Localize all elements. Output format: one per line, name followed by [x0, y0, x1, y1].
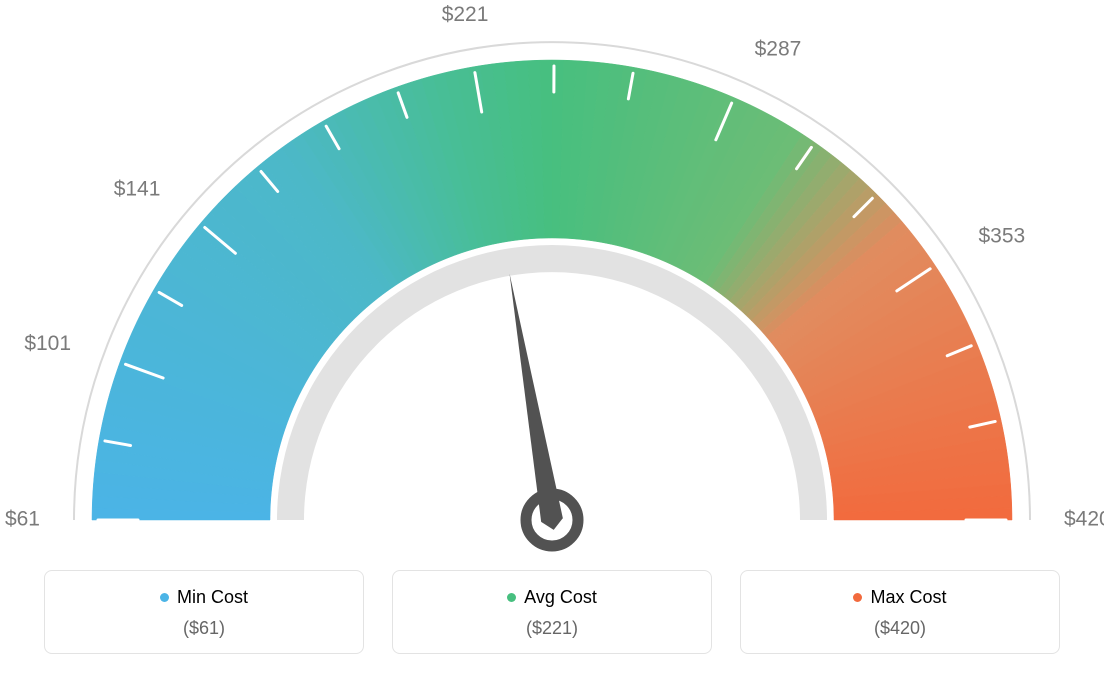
legend-label-max: Max Cost [870, 587, 946, 608]
tick-label: $101 [24, 332, 71, 355]
legend-title-min: Min Cost [160, 587, 248, 608]
legend-label-avg: Avg Cost [524, 587, 597, 608]
legend-dot-avg [507, 593, 516, 602]
legend-card-avg: Avg Cost ($221) [392, 570, 712, 654]
tick-label: $221 [442, 3, 489, 26]
gauge-arc [92, 60, 1012, 520]
legend-value-min: ($61) [45, 618, 363, 639]
legend-label-min: Min Cost [177, 587, 248, 608]
legend-row: Min Cost ($61) Avg Cost ($221) Max Cost … [0, 570, 1104, 654]
legend-card-min: Min Cost ($61) [44, 570, 364, 654]
gauge-chart: $61 $101 $141 $221 $287 $353 $420 [0, 0, 1104, 560]
legend-dot-max [853, 593, 862, 602]
legend-value-avg: ($221) [393, 618, 711, 639]
legend-title-avg: Avg Cost [507, 587, 597, 608]
legend-value-max: ($420) [741, 618, 1059, 639]
tick-label: $287 [755, 37, 802, 60]
tick-label: $141 [114, 178, 161, 201]
tick-label: $61 [5, 508, 40, 531]
gauge-container: $61 $101 $141 $221 $287 $353 $420 [0, 0, 1104, 560]
legend-card-max: Max Cost ($420) [740, 570, 1060, 654]
tick-label: $353 [978, 224, 1025, 247]
legend-title-max: Max Cost [853, 587, 946, 608]
tick-label: $420 [1064, 508, 1104, 531]
legend-dot-min [160, 593, 169, 602]
